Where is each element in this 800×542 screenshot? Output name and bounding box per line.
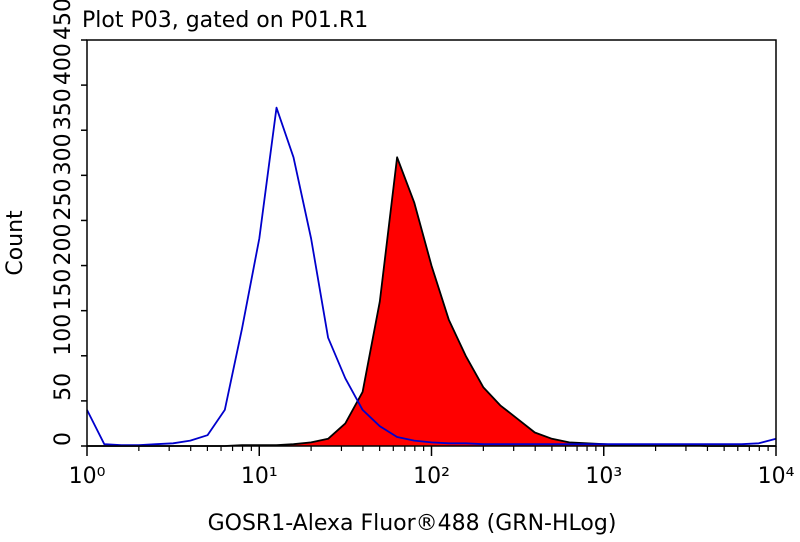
x-tick-label: 10⁴	[758, 464, 795, 489]
y-tick-label: 0	[51, 432, 76, 446]
x-tick-label: 10⁰	[69, 464, 106, 489]
x-tick-label: 10²	[413, 464, 450, 489]
y-tick-label: 200	[51, 224, 76, 266]
x-tick-label: 10¹	[241, 464, 278, 489]
x-tick-label: 10³	[585, 464, 622, 489]
y-tick-label: 300	[51, 133, 76, 175]
y-tick-label: 450	[51, 0, 76, 40]
x-axis-title: GOSR1-Alexa Fluor®488 (GRN-HLog)	[208, 511, 617, 536]
y-axis-title: Count	[3, 210, 28, 276]
chart-title: Plot P03, gated on P01.R1	[82, 8, 368, 33]
y-tick-label: 400	[51, 43, 76, 85]
y-tick-label: 350	[51, 88, 76, 130]
y-tick-label: 150	[51, 269, 76, 311]
y-tick-label: 50	[51, 373, 76, 401]
y-tick-label: 250	[51, 178, 76, 220]
y-tick-label: 100	[51, 314, 76, 356]
histogram-area	[87, 156, 776, 447]
histogram-line	[86, 106, 777, 446]
